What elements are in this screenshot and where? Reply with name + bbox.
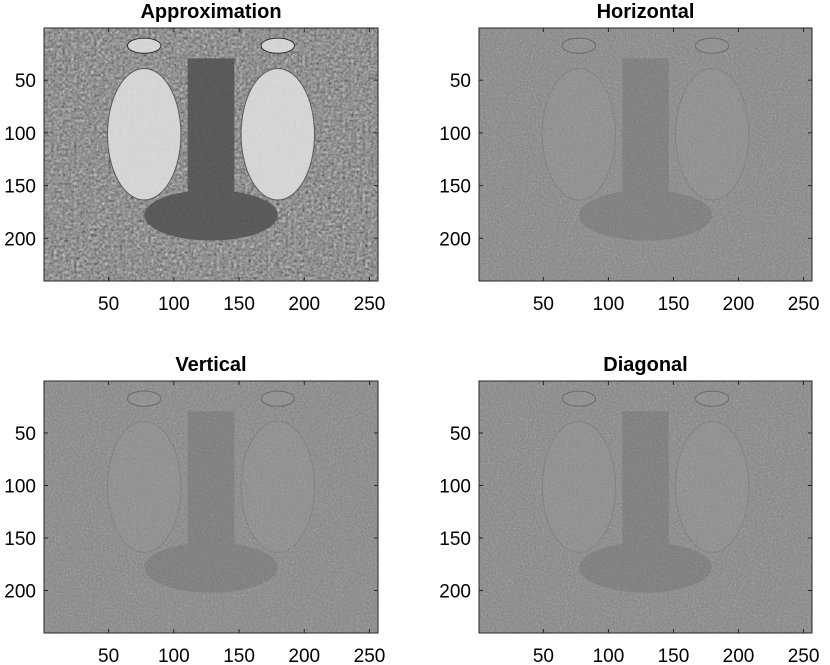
x-tick-label: 200 bbox=[723, 646, 755, 665]
nose bbox=[187, 58, 235, 211]
x-tick-label: 100 bbox=[158, 646, 190, 665]
nose bbox=[187, 411, 235, 563]
x-tick-label: 100 bbox=[593, 646, 625, 665]
cheek bbox=[106, 67, 182, 201]
nose bbox=[622, 411, 669, 563]
x-tick-label: 50 bbox=[533, 646, 554, 665]
axes-box bbox=[478, 380, 813, 634]
x-tick-label: 100 bbox=[593, 294, 625, 315]
y-tick-label: 100 bbox=[439, 124, 471, 145]
x-tick-label: 100 bbox=[158, 294, 190, 315]
x-tick-label: 200 bbox=[723, 294, 755, 315]
x-tick-label: 200 bbox=[288, 294, 320, 315]
cheek bbox=[674, 67, 750, 201]
x-tick-label: 150 bbox=[223, 646, 255, 665]
x-tick-label: 50 bbox=[533, 294, 554, 315]
y-tick-label: 200 bbox=[4, 581, 36, 602]
y-tick-label: 150 bbox=[4, 529, 36, 550]
y-tick-label: 100 bbox=[439, 476, 471, 497]
cheek bbox=[240, 67, 316, 201]
y-tick-label: 150 bbox=[4, 177, 36, 198]
eye bbox=[260, 37, 295, 54]
chart-title: Approximation bbox=[140, 1, 281, 23]
eye bbox=[561, 390, 597, 407]
y-tick-label: 50 bbox=[450, 71, 471, 92]
chart-title: Diagonal bbox=[603, 354, 687, 376]
axes-box bbox=[43, 380, 379, 634]
x-tick-label: 150 bbox=[658, 646, 690, 665]
y-tick-label: 50 bbox=[15, 71, 36, 92]
eye bbox=[127, 390, 162, 407]
x-tick-label: 50 bbox=[98, 294, 119, 315]
eye bbox=[260, 390, 295, 407]
chart-title: Vertical bbox=[175, 354, 246, 376]
image-content bbox=[541, 390, 750, 593]
y-tick-label: 200 bbox=[439, 581, 471, 602]
cheek bbox=[541, 67, 617, 201]
muzzle bbox=[144, 542, 278, 593]
x-tick-label: 250 bbox=[788, 294, 820, 315]
eye bbox=[561, 37, 597, 54]
x-tick-label: 250 bbox=[788, 646, 820, 665]
cheek bbox=[541, 420, 617, 553]
y-tick-label: 100 bbox=[4, 124, 36, 145]
x-tick-label: 150 bbox=[223, 294, 255, 315]
nose bbox=[622, 58, 669, 211]
cheek bbox=[240, 420, 316, 553]
muzzle bbox=[144, 189, 278, 241]
x-tick-label: 150 bbox=[658, 294, 690, 315]
muzzle bbox=[578, 189, 713, 241]
eye bbox=[694, 37, 730, 54]
y-tick-label: 200 bbox=[439, 229, 471, 250]
x-tick-label: 200 bbox=[288, 646, 320, 665]
image-content bbox=[541, 37, 750, 241]
cheek bbox=[674, 420, 750, 553]
y-tick-label: 200 bbox=[4, 229, 36, 250]
y-tick-label: 50 bbox=[450, 424, 471, 445]
chart-title: Horizontal bbox=[597, 1, 695, 23]
image-content bbox=[106, 390, 316, 593]
axes-box bbox=[478, 27, 813, 282]
eye bbox=[127, 37, 162, 54]
image-content bbox=[106, 37, 316, 241]
x-tick-label: 250 bbox=[354, 294, 386, 315]
cheek bbox=[106, 420, 182, 553]
axes-box bbox=[43, 27, 379, 282]
image-texture bbox=[479, 28, 812, 281]
y-tick-label: 150 bbox=[439, 177, 471, 198]
x-tick-label: 250 bbox=[354, 646, 386, 665]
image-texture bbox=[479, 381, 812, 633]
image-texture bbox=[44, 381, 378, 633]
eye bbox=[694, 390, 730, 407]
y-tick-label: 50 bbox=[15, 424, 36, 445]
x-tick-label: 50 bbox=[98, 646, 119, 665]
muzzle bbox=[578, 542, 713, 593]
y-tick-label: 150 bbox=[439, 529, 471, 550]
y-tick-label: 100 bbox=[4, 476, 36, 497]
